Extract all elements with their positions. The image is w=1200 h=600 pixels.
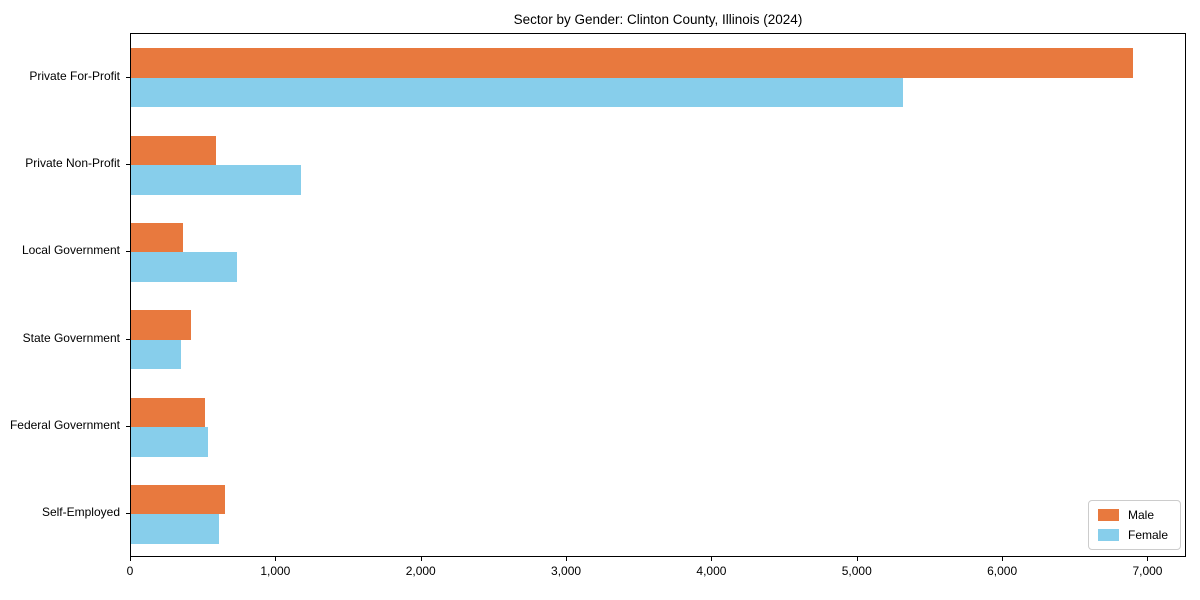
x-tick-mark (275, 557, 277, 561)
y-label-local-government: Local Government (21, 243, 120, 258)
legend-swatch-female (1097, 529, 1119, 541)
bar-female-federal-government (131, 427, 208, 457)
y-tick-mark (126, 76, 130, 78)
bar-male-federal-government (131, 397, 205, 427)
y-tick-mark (126, 164, 130, 165)
bar-female-private-for-profit (131, 77, 903, 108)
chart-title: Sector by Gender: Clinton County, Illino… (513, 12, 803, 27)
x-tick-mark (420, 557, 422, 561)
bar-female-private-non-profit (131, 165, 301, 195)
x-tick-label-2000: 2,000 (405, 564, 436, 578)
x-tick-label-3000: 3,000 (551, 564, 582, 578)
x-tick-mark (711, 557, 713, 561)
x-tick-mark (856, 557, 858, 561)
x-tick-label-1000: 1,000 (260, 564, 291, 578)
x-tick-label-6000: 6,000 (987, 564, 1018, 578)
plot-area: Male Female (130, 33, 1186, 557)
bar-male-local-government (131, 222, 184, 253)
y-label-private-for-profit: Private For-Profit (29, 68, 120, 83)
y-axis-labels: Private For-Profit Private Non-Profit Loca… (0, 33, 124, 557)
legend: Male Female (1087, 500, 1181, 550)
legend-label-male: Male (1127, 508, 1154, 522)
x-tick-label-0: 0 (126, 564, 134, 578)
bar-female-self-employed (131, 514, 219, 544)
y-label-self-employed: Self-Employed (41, 505, 120, 520)
x-tick-label-4000: 4,000 (696, 564, 727, 578)
y-label-state-government: State Government (22, 330, 120, 345)
bars-container (131, 34, 1185, 556)
x-tick-label-5000: 5,000 (841, 564, 872, 578)
y-tick-mark (126, 426, 130, 427)
legend-entry-female: Female (1097, 528, 1168, 542)
bar-male-private-for-profit (131, 48, 1134, 78)
y-tick-mark (126, 251, 130, 253)
y-label-private-non-profit: Private Non-Profit (25, 156, 120, 170)
bar-female-state-government (131, 339, 182, 370)
bar-male-self-employed (131, 484, 225, 515)
y-label-federal-government: Federal Government (9, 418, 120, 432)
x-tick-label-7000: 7,000 (1132, 564, 1163, 578)
bar-male-private-non-profit (131, 135, 216, 165)
x-tick-mark (566, 557, 568, 561)
x-axis-ticks: 0 1,000 2,000 3,000 4,000 5,000 6,000 7,000 (127, 557, 1186, 597)
legend-swatch-male (1097, 509, 1119, 521)
legend-label-female: Female (1127, 528, 1168, 542)
x-tick-mark (130, 557, 131, 561)
y-tick-mark (126, 338, 130, 340)
bar-male-state-government (131, 310, 192, 340)
x-tick-mark (1147, 557, 1149, 561)
y-tick-mark (126, 513, 130, 515)
x-tick-mark (1002, 557, 1004, 561)
bar-female-local-government (131, 252, 237, 282)
legend-entry-male: Male (1097, 508, 1168, 522)
